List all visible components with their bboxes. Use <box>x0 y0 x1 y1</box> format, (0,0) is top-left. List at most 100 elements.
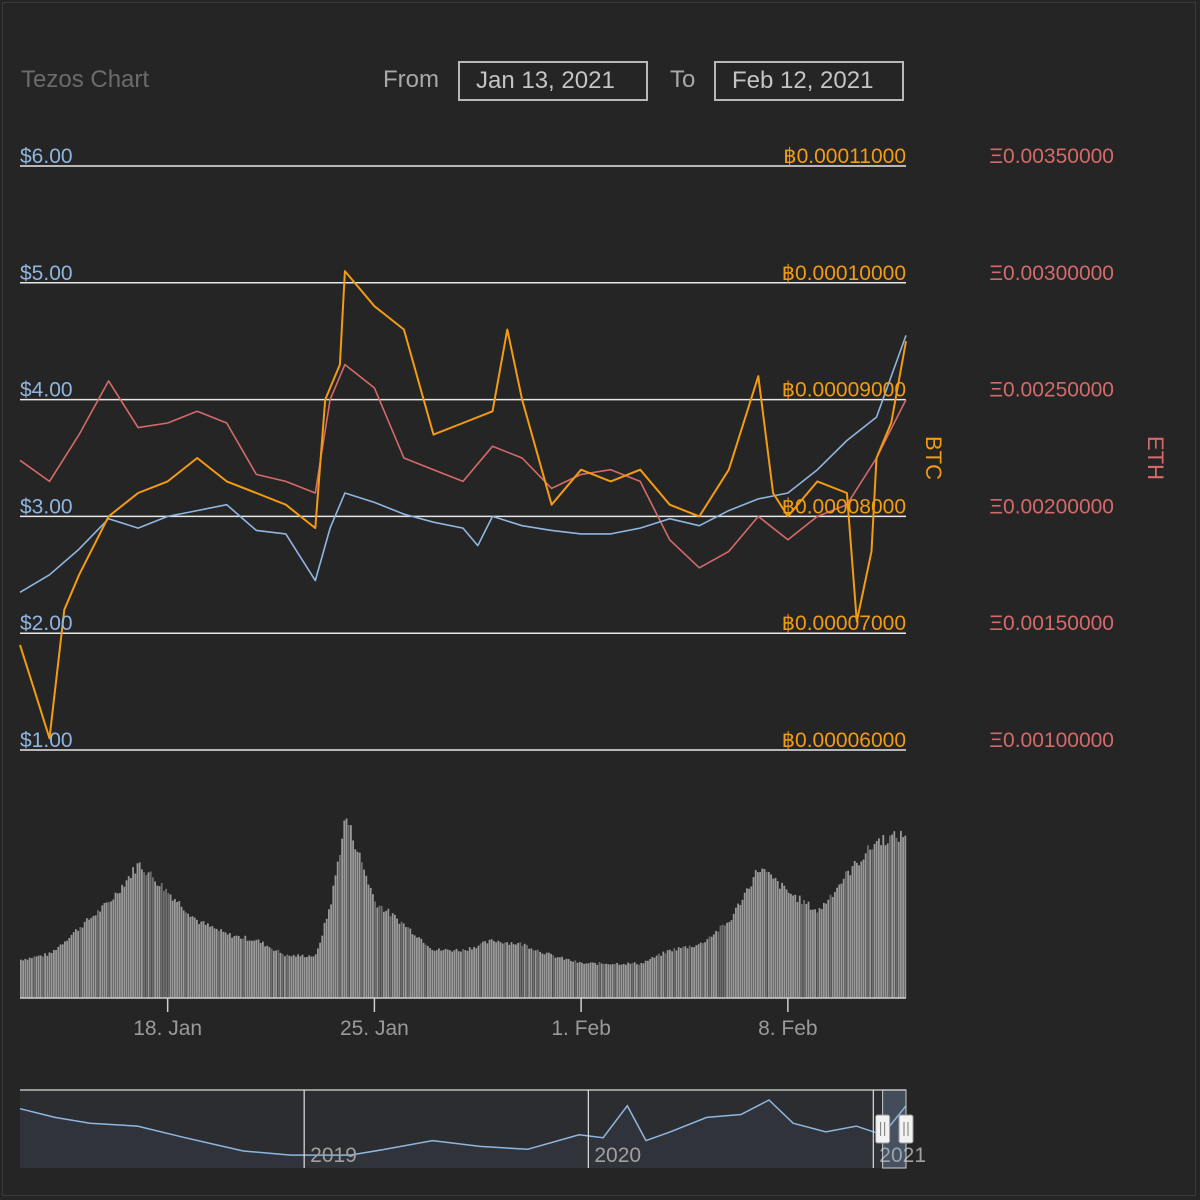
volume-bar <box>200 921 203 998</box>
volume-bar <box>317 948 319 998</box>
volume-bar <box>614 963 616 998</box>
usd-tick-label: $2.00 <box>20 612 73 635</box>
volume-bar <box>743 892 746 998</box>
navigator-right-handle[interactable] <box>898 1114 914 1144</box>
volume-bar <box>541 953 544 998</box>
to-label: To <box>670 66 696 93</box>
volume-bar <box>737 903 739 998</box>
volume-bar <box>235 935 238 998</box>
volume-bar <box>506 942 508 998</box>
volume-bar <box>490 939 493 998</box>
volume-bar <box>350 825 352 998</box>
volume-bar <box>622 963 625 998</box>
volume-bar <box>873 844 876 998</box>
volume-bar <box>715 930 717 998</box>
to-date-input[interactable] <box>714 61 904 101</box>
volume-bar <box>853 861 856 998</box>
volume-bar <box>121 884 123 998</box>
volume-bar <box>330 904 332 998</box>
volume-bar <box>257 939 260 998</box>
volume-bar <box>787 892 790 998</box>
volume-bar <box>556 957 559 998</box>
volume-bar <box>785 889 788 998</box>
volume-bar <box>240 938 242 998</box>
volume-bar <box>598 962 601 998</box>
volume-bar <box>587 963 590 998</box>
volume-bar <box>699 942 702 998</box>
volume-bar <box>682 946 684 998</box>
volume-bar <box>86 918 88 998</box>
volume-bar <box>99 911 101 998</box>
volume-bar <box>768 872 770 998</box>
volume-bar <box>739 905 742 998</box>
volume-bar <box>50 953 53 998</box>
volume-bar <box>688 945 691 998</box>
volume-bar <box>686 948 689 998</box>
volume-bar <box>383 911 385 998</box>
volume-bar <box>218 931 220 998</box>
volume-bar <box>147 872 150 998</box>
volume-bar <box>528 948 530 998</box>
volume-bar <box>103 903 106 998</box>
volume-bar <box>90 917 93 998</box>
range-navigator[interactable]: 2019 2020 2021 <box>19 1089 926 1169</box>
volume-bar <box>763 869 766 998</box>
volume-bar <box>332 885 335 998</box>
volume-bar <box>446 949 449 998</box>
volume-bar <box>281 954 284 998</box>
volume-bar <box>160 883 163 998</box>
volume-bar <box>213 928 216 998</box>
volume-bar <box>818 908 821 998</box>
volume-bar <box>378 905 381 998</box>
volume-bar <box>319 942 321 998</box>
volume-bar <box>22 960 24 998</box>
volume-bar <box>512 944 515 998</box>
navigator-line <box>19 1099 907 1156</box>
volume-bar <box>363 869 365 998</box>
volume-bar <box>185 912 187 998</box>
volume-bar <box>453 950 456 998</box>
volume-bar <box>574 960 577 998</box>
volume-bar <box>169 894 172 998</box>
volume-bar <box>365 875 368 998</box>
volume-bar <box>497 940 500 998</box>
volume-bar <box>127 876 130 998</box>
volume-bar <box>306 957 308 998</box>
volume-bar <box>812 909 814 998</box>
volume-bar <box>429 948 431 998</box>
volume-bar <box>583 963 585 998</box>
volume-bar <box>486 943 489 998</box>
usd-tick-label: $3.00 <box>20 495 73 518</box>
volume-bar <box>422 942 425 998</box>
volume-bar <box>323 922 326 998</box>
volume-bar <box>308 955 310 998</box>
volume-bar <box>693 947 695 998</box>
volume-bar <box>893 831 896 998</box>
volume-bar <box>858 865 860 998</box>
volume-bar <box>405 927 407 998</box>
volume-bar <box>664 953 667 998</box>
volume-bar <box>339 855 341 998</box>
volume-bar <box>154 881 156 998</box>
volume-bar <box>187 913 189 998</box>
volume-bar <box>163 890 165 998</box>
volume-bar <box>750 886 753 998</box>
volume-bar <box>724 925 726 998</box>
volume-bar <box>783 885 786 998</box>
volume-bar <box>880 845 882 998</box>
volume-bar <box>666 950 669 998</box>
volume-bar <box>57 946 60 998</box>
volume-bar <box>660 955 662 998</box>
volume-bar <box>303 957 306 998</box>
from-date-input[interactable] <box>458 61 648 101</box>
volume-bar <box>97 910 99 998</box>
volume-bar <box>325 918 328 998</box>
volume-bar <box>464 950 467 998</box>
navigator-left-handle[interactable] <box>875 1114 891 1144</box>
volume-bar <box>695 945 698 998</box>
volume-bar <box>757 872 759 998</box>
volume-bar <box>79 927 82 998</box>
chart-title: Tezos Chart <box>21 66 150 93</box>
volume-bar <box>559 957 561 998</box>
